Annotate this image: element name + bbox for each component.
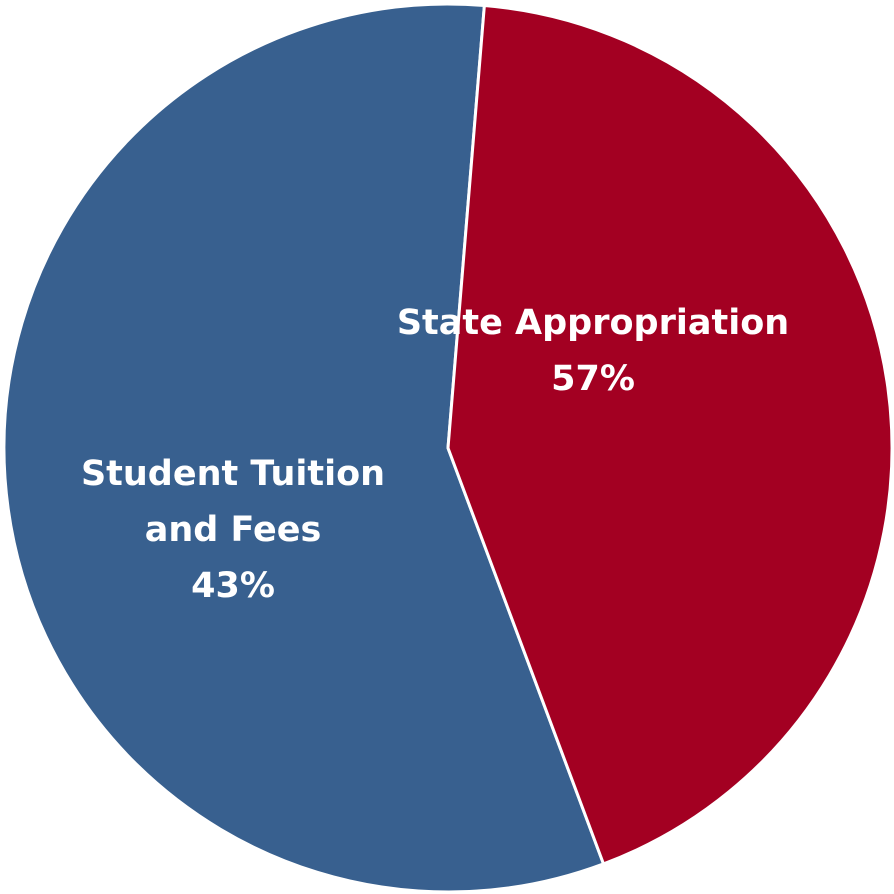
pie-slice-label-line-1-1: and Fees bbox=[145, 510, 322, 550]
pie-slice-label-0: State Appropriation 57% bbox=[397, 303, 789, 399]
pie-slice-label-line-0-0: State Appropriation bbox=[397, 303, 789, 343]
pie-slice-label-line-1-0: Student Tuition bbox=[81, 454, 385, 494]
pie-labels: State Appropriation 57% Student Tuition and… bbox=[81, 303, 789, 606]
pie-slice-value-0: 57% bbox=[551, 359, 635, 399]
pie-slice-0 bbox=[2, 2, 605, 894]
pie-slice-label-1: Student Tuition and Fees 43% bbox=[81, 454, 385, 606]
pie-slice-1 bbox=[446, 3, 894, 866]
pie-slice-value-1: 43% bbox=[191, 566, 275, 606]
